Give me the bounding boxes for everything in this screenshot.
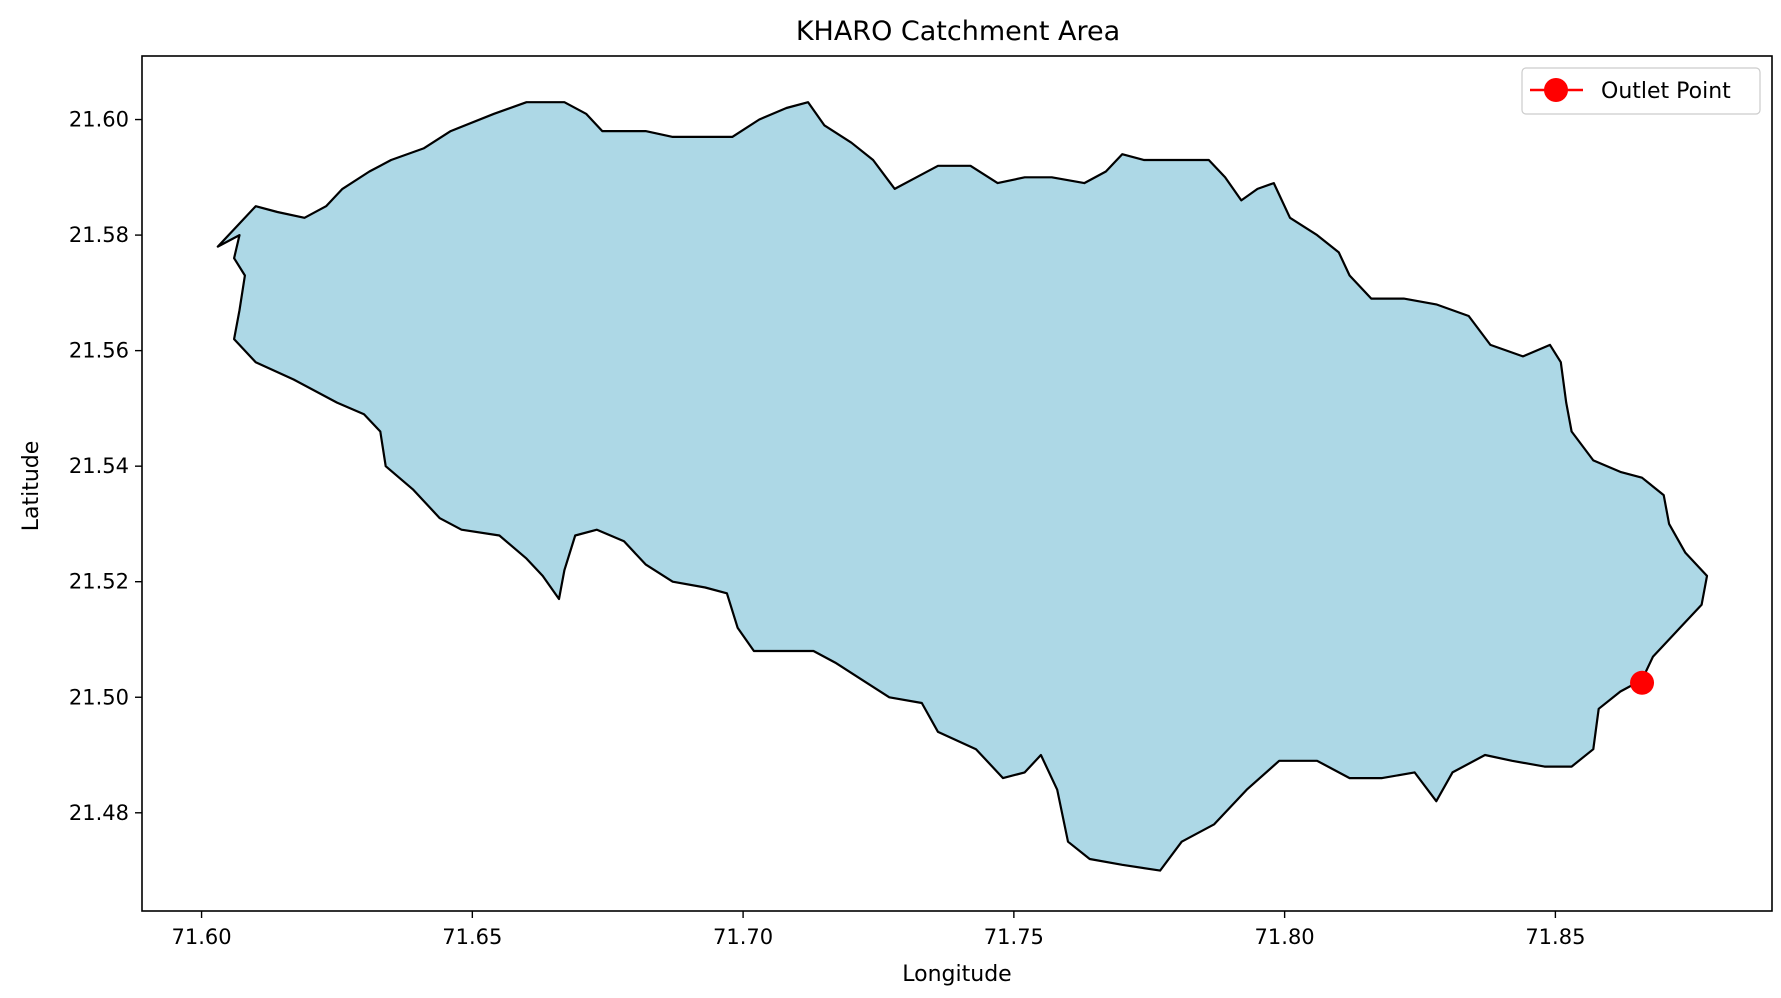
x-tick-label: 71.65 [442, 925, 502, 949]
y-tick-label: 21.54 [69, 454, 129, 478]
x-tick-label: 71.80 [1255, 925, 1315, 949]
x-axis-label: Longitude [902, 962, 1011, 987]
y-tick-label: 21.56 [69, 339, 129, 363]
y-tick-label: 21.58 [69, 223, 129, 247]
catchment-polygon [216, 101, 1709, 872]
y-tick-label: 21.52 [69, 570, 129, 594]
x-axis-ticks: 71.60 71.65 71.70 71.75 71.80 71.85 [172, 911, 1585, 949]
legend-label: Outlet Point [1601, 79, 1731, 104]
legend-marker [1544, 78, 1568, 102]
y-tick-label: 21.48 [69, 801, 129, 825]
x-tick-label: 71.70 [713, 925, 773, 949]
y-tick-label: 21.60 [69, 108, 129, 132]
x-tick-label: 71.75 [984, 925, 1044, 949]
legend-box [1521, 67, 1761, 115]
y-axis-label: Latitude [19, 441, 44, 532]
x-tick-label: 71.60 [172, 925, 232, 949]
map-title: KHARO Catchment Area [796, 16, 1120, 47]
y-axis-ticks: 21.48 21.50 21.52 21.54 21.56 21.58 21.60 [69, 108, 142, 825]
x-tick-label: 71.85 [1525, 925, 1585, 949]
legend: Outlet Point [1521, 67, 1761, 115]
y-tick-label: 21.50 [69, 685, 129, 709]
outlet-point-marker [1630, 670, 1655, 695]
plot-area [216, 101, 1709, 872]
axes-frame [141, 55, 1773, 912]
